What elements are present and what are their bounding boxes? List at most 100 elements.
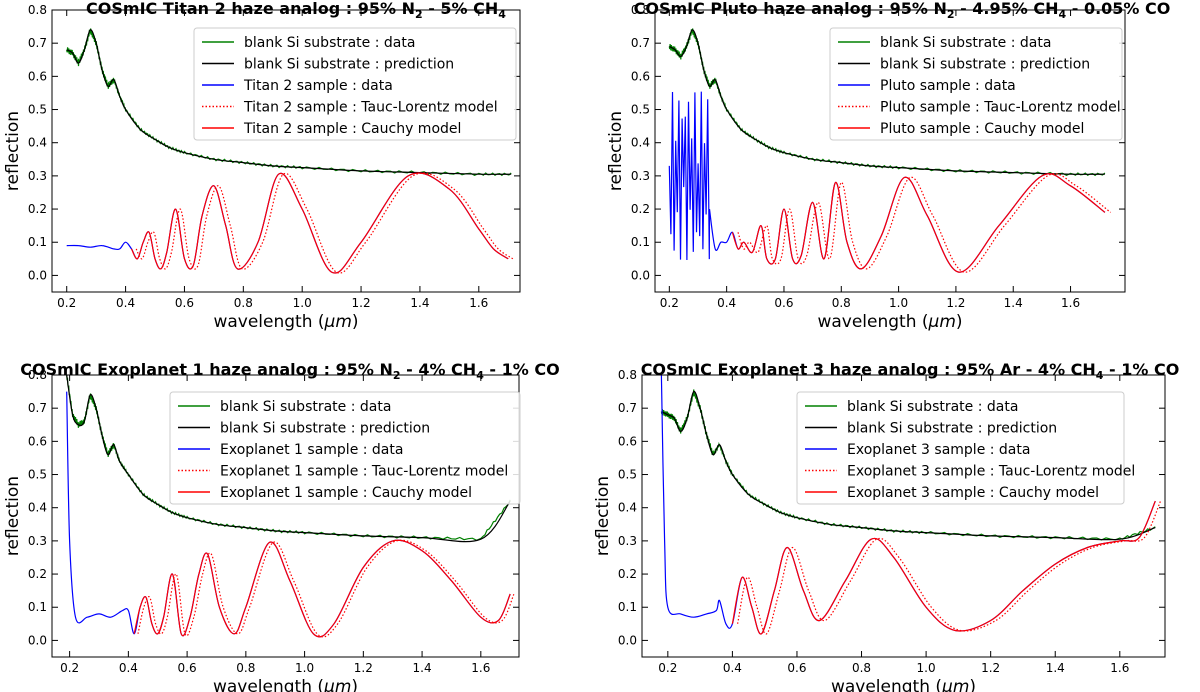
x-axis-label-text: wavelength ( bbox=[213, 677, 324, 692]
legend-label: blank Si substrate : data bbox=[847, 399, 1018, 415]
title-segment: COSmIC Exoplanet 1 haze analog : 95% N bbox=[20, 360, 393, 379]
chart-panel-1: COSmIC Titan 2 haze analog : 95% N2 - 5%… bbox=[3, 0, 521, 332]
chart-panel-2: COSmIC Pluto haze analog : 95% N2 - 4.95… bbox=[606, 0, 1170, 332]
x-tick-label: 1.6 bbox=[471, 661, 490, 675]
x-tick-label: 0.4 bbox=[119, 661, 138, 675]
x-axis-label-text: wavelength ( bbox=[213, 312, 324, 332]
y-tick-label: 0.1 bbox=[28, 235, 47, 249]
plot-area bbox=[66, 375, 515, 638]
y-tick-label: 0.7 bbox=[28, 36, 47, 50]
x-tick-label: 0.6 bbox=[175, 296, 194, 310]
y-tick-label: 0.5 bbox=[28, 468, 47, 482]
title-subscript: 4 bbox=[498, 8, 506, 21]
legend-label: blank Si substrate : data bbox=[244, 35, 415, 51]
x-tick-label: 0.4 bbox=[723, 661, 742, 675]
y-tick-label: 0.0 bbox=[618, 633, 637, 647]
x-tick-label: 0.4 bbox=[717, 296, 736, 310]
legend-label: Exoplanet 3 sample : Tauc-Lorentz model bbox=[847, 464, 1135, 480]
legend-label: blank Si substrate : data bbox=[880, 35, 1051, 51]
x-tick-label: 0.2 bbox=[57, 296, 76, 310]
axes-frame bbox=[51, 9, 521, 293]
y-tick-label: 0.4 bbox=[28, 136, 47, 150]
chart-title: COSmIC Exoplanet 1 haze analog : 95% N2 … bbox=[20, 360, 559, 382]
y-tick-label: 0.2 bbox=[28, 202, 47, 216]
y-tick-label: 0.7 bbox=[28, 401, 47, 415]
title-segment: - 1% CO bbox=[1103, 360, 1179, 379]
x-axis-label-text: wavelength ( bbox=[831, 677, 942, 692]
x-axis-label-unit: μm bbox=[323, 677, 351, 692]
substrate-prediction-line bbox=[669, 29, 1105, 175]
x-axis-label: wavelength (μm) bbox=[831, 677, 976, 692]
sample-data-line bbox=[66, 172, 509, 274]
tauc-lorentz-model-line bbox=[737, 500, 1162, 635]
legend-label: blank Si substrate : prediction bbox=[220, 421, 430, 437]
plot-area bbox=[660, 375, 1162, 635]
x-axis-label-unit: μm bbox=[324, 312, 352, 332]
legend-box bbox=[169, 391, 521, 505]
x-axis-label: wavelength (μm) bbox=[817, 312, 962, 332]
y-tick-label: 0.3 bbox=[618, 534, 637, 548]
y-tick-label: 0.4 bbox=[618, 501, 637, 515]
x-axis-label-unit: μm bbox=[941, 677, 969, 692]
x-tick-label: 1.2 bbox=[946, 296, 965, 310]
y-tick-label: 0.4 bbox=[28, 501, 47, 515]
legend-box bbox=[193, 27, 517, 141]
y-tick-label: 0.2 bbox=[28, 567, 47, 581]
y-tick-label: 0.1 bbox=[618, 600, 637, 614]
plot-area bbox=[668, 28, 1111, 273]
title-segment: COSmIC Titan 2 haze analog : 95% N bbox=[86, 0, 415, 18]
legend-label: Titan 2 sample : Cauchy model bbox=[243, 121, 461, 137]
y-tick-label: 0.3 bbox=[631, 169, 650, 183]
x-tick-label: 1.2 bbox=[981, 661, 1000, 675]
x-tick-label: 1.6 bbox=[1110, 661, 1129, 675]
y-tick-label: 0.0 bbox=[28, 633, 47, 647]
y-tick-label: 0.0 bbox=[631, 268, 650, 282]
y-tick-label: 0.1 bbox=[28, 600, 47, 614]
y-tick-label: 0.2 bbox=[618, 567, 637, 581]
x-tick-label: 0.8 bbox=[852, 661, 871, 675]
title-segment: COSmIC Exoplanet 3 haze analog : 95% Ar … bbox=[641, 360, 1096, 379]
y-tick-label: 0.8 bbox=[28, 3, 47, 17]
x-tick-label: 1.0 bbox=[917, 661, 936, 675]
y-tick-label: 0.0 bbox=[28, 268, 47, 282]
legend-label: Pluto sample : Cauchy model bbox=[880, 121, 1084, 137]
legend-label: blank Si substrate : prediction bbox=[244, 57, 454, 73]
title-subscript: 2 bbox=[415, 8, 423, 21]
substrate-prediction-line bbox=[66, 375, 511, 543]
y-tick-label: 0.7 bbox=[631, 36, 650, 50]
chart-title: COSmIC Titan 2 haze analog : 95% N2 - 5%… bbox=[86, 0, 506, 21]
x-axis-label-close: ) bbox=[352, 312, 359, 332]
title-segment: - 0.05% CO bbox=[1066, 0, 1170, 18]
x-axis-label-unit: μm bbox=[928, 312, 956, 332]
cauchy-model-line bbox=[731, 173, 1106, 273]
x-axis-label: wavelength (μm) bbox=[213, 677, 358, 692]
x-tick-label: 0.6 bbox=[787, 661, 806, 675]
cauchy-model-line bbox=[133, 539, 511, 638]
substrate-prediction-line bbox=[66, 29, 512, 175]
y-tick-label: 0.8 bbox=[618, 368, 637, 382]
y-axis-label: reflection bbox=[3, 476, 23, 556]
legend-label: Exoplanet 1 sample : Cauchy model bbox=[220, 485, 472, 501]
y-axis-label: reflection bbox=[3, 111, 23, 191]
tauc-lorentz-model-line bbox=[135, 172, 514, 274]
substrate-prediction-line bbox=[661, 390, 1156, 541]
x-tick-label: 0.2 bbox=[660, 296, 679, 310]
title-subscript: 2 bbox=[947, 8, 955, 21]
legend-box bbox=[829, 27, 1123, 141]
title-segment: - 4.95% CH bbox=[955, 0, 1059, 18]
y-tick-label: 0.6 bbox=[631, 69, 650, 83]
axes-frame bbox=[654, 9, 1126, 293]
y-tick-label: 0.6 bbox=[28, 69, 47, 83]
x-tick-label: 0.2 bbox=[60, 661, 79, 675]
axes-frame bbox=[51, 374, 520, 658]
y-tick-label: 0.5 bbox=[28, 103, 47, 117]
x-tick-label: 1.0 bbox=[889, 296, 908, 310]
y-tick-label: 0.6 bbox=[618, 434, 637, 448]
x-tick-label: 1.0 bbox=[295, 661, 314, 675]
x-tick-label: 0.8 bbox=[234, 296, 253, 310]
x-tick-label: 0.4 bbox=[116, 296, 135, 310]
y-tick-label: 0.1 bbox=[631, 235, 650, 249]
title-segment: COSmIC Pluto haze analog : 95% N bbox=[634, 0, 947, 18]
x-tick-label: 1.0 bbox=[293, 296, 312, 310]
